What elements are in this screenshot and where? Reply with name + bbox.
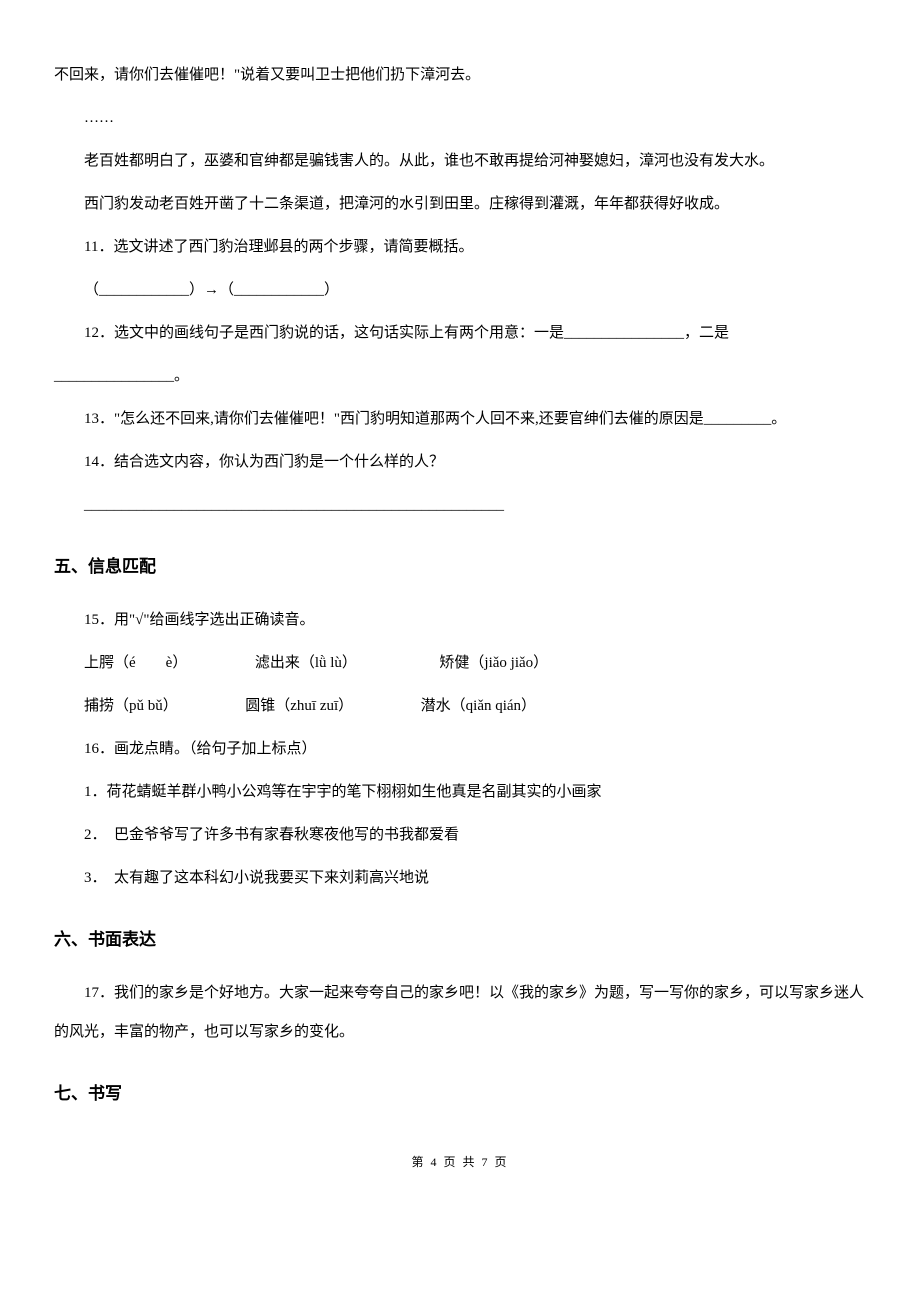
page-footer: 第 4 页 共 7 页 xyxy=(54,1147,866,1178)
question-14: 14．结合选文内容，你认为西门豹是一个什么样的人？ xyxy=(54,443,866,482)
passage-paragraph-1: 老百姓都明白了，巫婆和官绅都是骗钱害人的。从此，谁也不敢再提给河神娶媳妇，漳河也… xyxy=(54,142,866,181)
section-heading-5: 五、信息匹配 xyxy=(54,545,866,589)
question-16: 16．画龙点睛。（给句子加上标点） xyxy=(54,730,866,769)
passage-paragraph-2: 西门豹发动老百姓开凿了十二条渠道，把漳河的水引到田里。庄稼得到灌溉，年年都获得好… xyxy=(54,185,866,224)
question-15: 15．用"√"给画线字选出正确读音。 xyxy=(54,601,866,640)
question-13: 13．"怎么还不回来,请你们去催催吧！"西门豹明知道那两个人回不来,还要官绅们去… xyxy=(54,400,866,439)
ellipsis: …… xyxy=(54,99,866,138)
intro-paragraph: 不回来，请你们去催催吧！"说着又要叫卫士把他们扔下漳河去。 xyxy=(54,56,866,95)
question-12-part1: 12．选文中的画线句子是西门豹说的话，这句话实际上有两个用意：一是_______… xyxy=(54,314,866,353)
question-17: 17．我们的家乡是个好地方。大家一起来夸夸自己的家乡吧！以《我的家乡》为题，写一… xyxy=(54,974,866,1052)
phonetic-row-1: 上腭（é è） 滤出来（lǜ lù） 矫健（jiǎo jiǎo） xyxy=(54,644,866,683)
question-11: 11．选文讲述了西门豹治理邺县的两个步骤，请简要概括。 xyxy=(54,228,866,267)
question-11-answer-line: （____________）→（____________） xyxy=(54,271,866,310)
section-heading-6: 六、书面表达 xyxy=(54,918,866,962)
question-16-item-3: 3． 太有趣了这本科幻小说我要买下来刘莉高兴地说 xyxy=(54,859,866,898)
section-heading-7: 七、书写 xyxy=(54,1072,866,1116)
question-16-item-1: 1．荷花蜻蜓羊群小鸭小公鸡等在宇宇的笔下栩栩如生他真是名副其实的小画家 xyxy=(54,773,866,812)
question-12-part2: ________________。 xyxy=(54,357,866,396)
question-14-blank: ________________________________________… xyxy=(54,486,866,525)
question-16-item-2: 2． 巴金爷爷写了许多书有家春秋寒夜他写的书我都爱看 xyxy=(54,816,866,855)
phonetic-row-2: 捕捞（pǔ bǔ） 圆锥（zhuī zuī） 潜水（qiǎn qián） xyxy=(54,687,866,726)
